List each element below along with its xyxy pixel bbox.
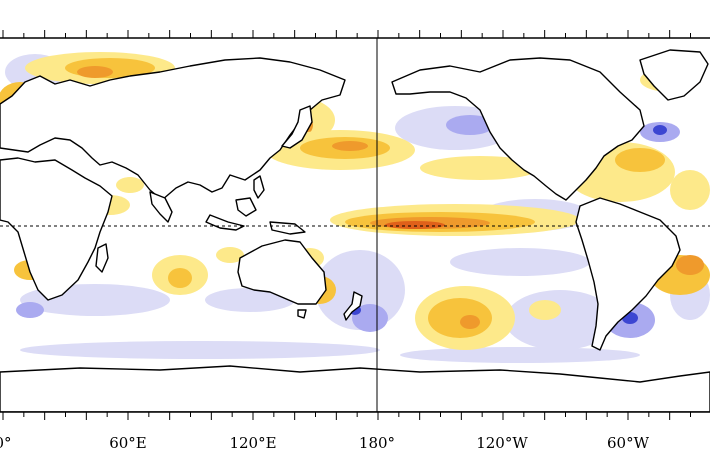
continents <box>0 49 710 412</box>
warm-anomaly-patch <box>676 255 704 275</box>
cool-anomaly-patch <box>400 347 640 363</box>
warm-anomaly-patch <box>332 141 368 151</box>
eurasia-landmass <box>0 57 346 201</box>
cool-anomaly-patch <box>446 115 494 135</box>
india-landmass <box>149 191 173 223</box>
cool-anomaly-patch <box>450 248 590 276</box>
new-guinea <box>269 221 306 235</box>
warm-anomaly-patch <box>216 247 244 263</box>
warm-anomaly-patch <box>670 170 710 210</box>
japan <box>281 105 313 149</box>
warm-anomaly-patch <box>77 66 113 78</box>
australia-landmass <box>237 239 327 305</box>
africa-landmass <box>0 157 113 301</box>
tick-label-60w: 60°W <box>607 434 650 452</box>
warm-anomaly-patch <box>460 315 480 329</box>
borneo <box>235 197 257 217</box>
tick-label-120w: 120°W <box>476 434 528 452</box>
tick-label-180: 180° <box>359 434 395 452</box>
x-axis-labels: 0° 60°E 120°E 180° 120°W 60°W <box>0 434 650 452</box>
new-zealand <box>343 291 363 321</box>
warm-anomaly-patch <box>385 221 445 229</box>
greenland <box>639 49 709 101</box>
tasmania <box>297 309 307 319</box>
warm-anomaly-patch <box>420 156 540 180</box>
warm-anomaly-patch <box>615 148 665 172</box>
warm-anomaly-patch <box>428 298 492 338</box>
warm-anomaly-patch <box>116 177 144 193</box>
philippines <box>253 175 265 199</box>
antarctica-landmass <box>0 365 710 412</box>
warm-anomaly-patch <box>168 268 192 288</box>
tick-label-120e: 120°E <box>229 434 276 452</box>
cool-anomaly-patch <box>205 288 295 312</box>
cool-anomaly-patch <box>20 341 380 359</box>
cool-anomaly-patch <box>16 302 44 318</box>
warm-anomaly-patch <box>529 300 561 320</box>
tick-label-60e: 60°E <box>109 434 147 452</box>
x-axis-ticks <box>2 30 691 420</box>
madagascar <box>95 243 109 273</box>
cool-anomaly-patch <box>653 125 667 135</box>
south-america-landmass <box>575 197 681 351</box>
tick-label-0: 0° <box>0 434 12 452</box>
cool-anomaly-patch <box>352 304 388 332</box>
north-america-landmass <box>391 57 645 201</box>
